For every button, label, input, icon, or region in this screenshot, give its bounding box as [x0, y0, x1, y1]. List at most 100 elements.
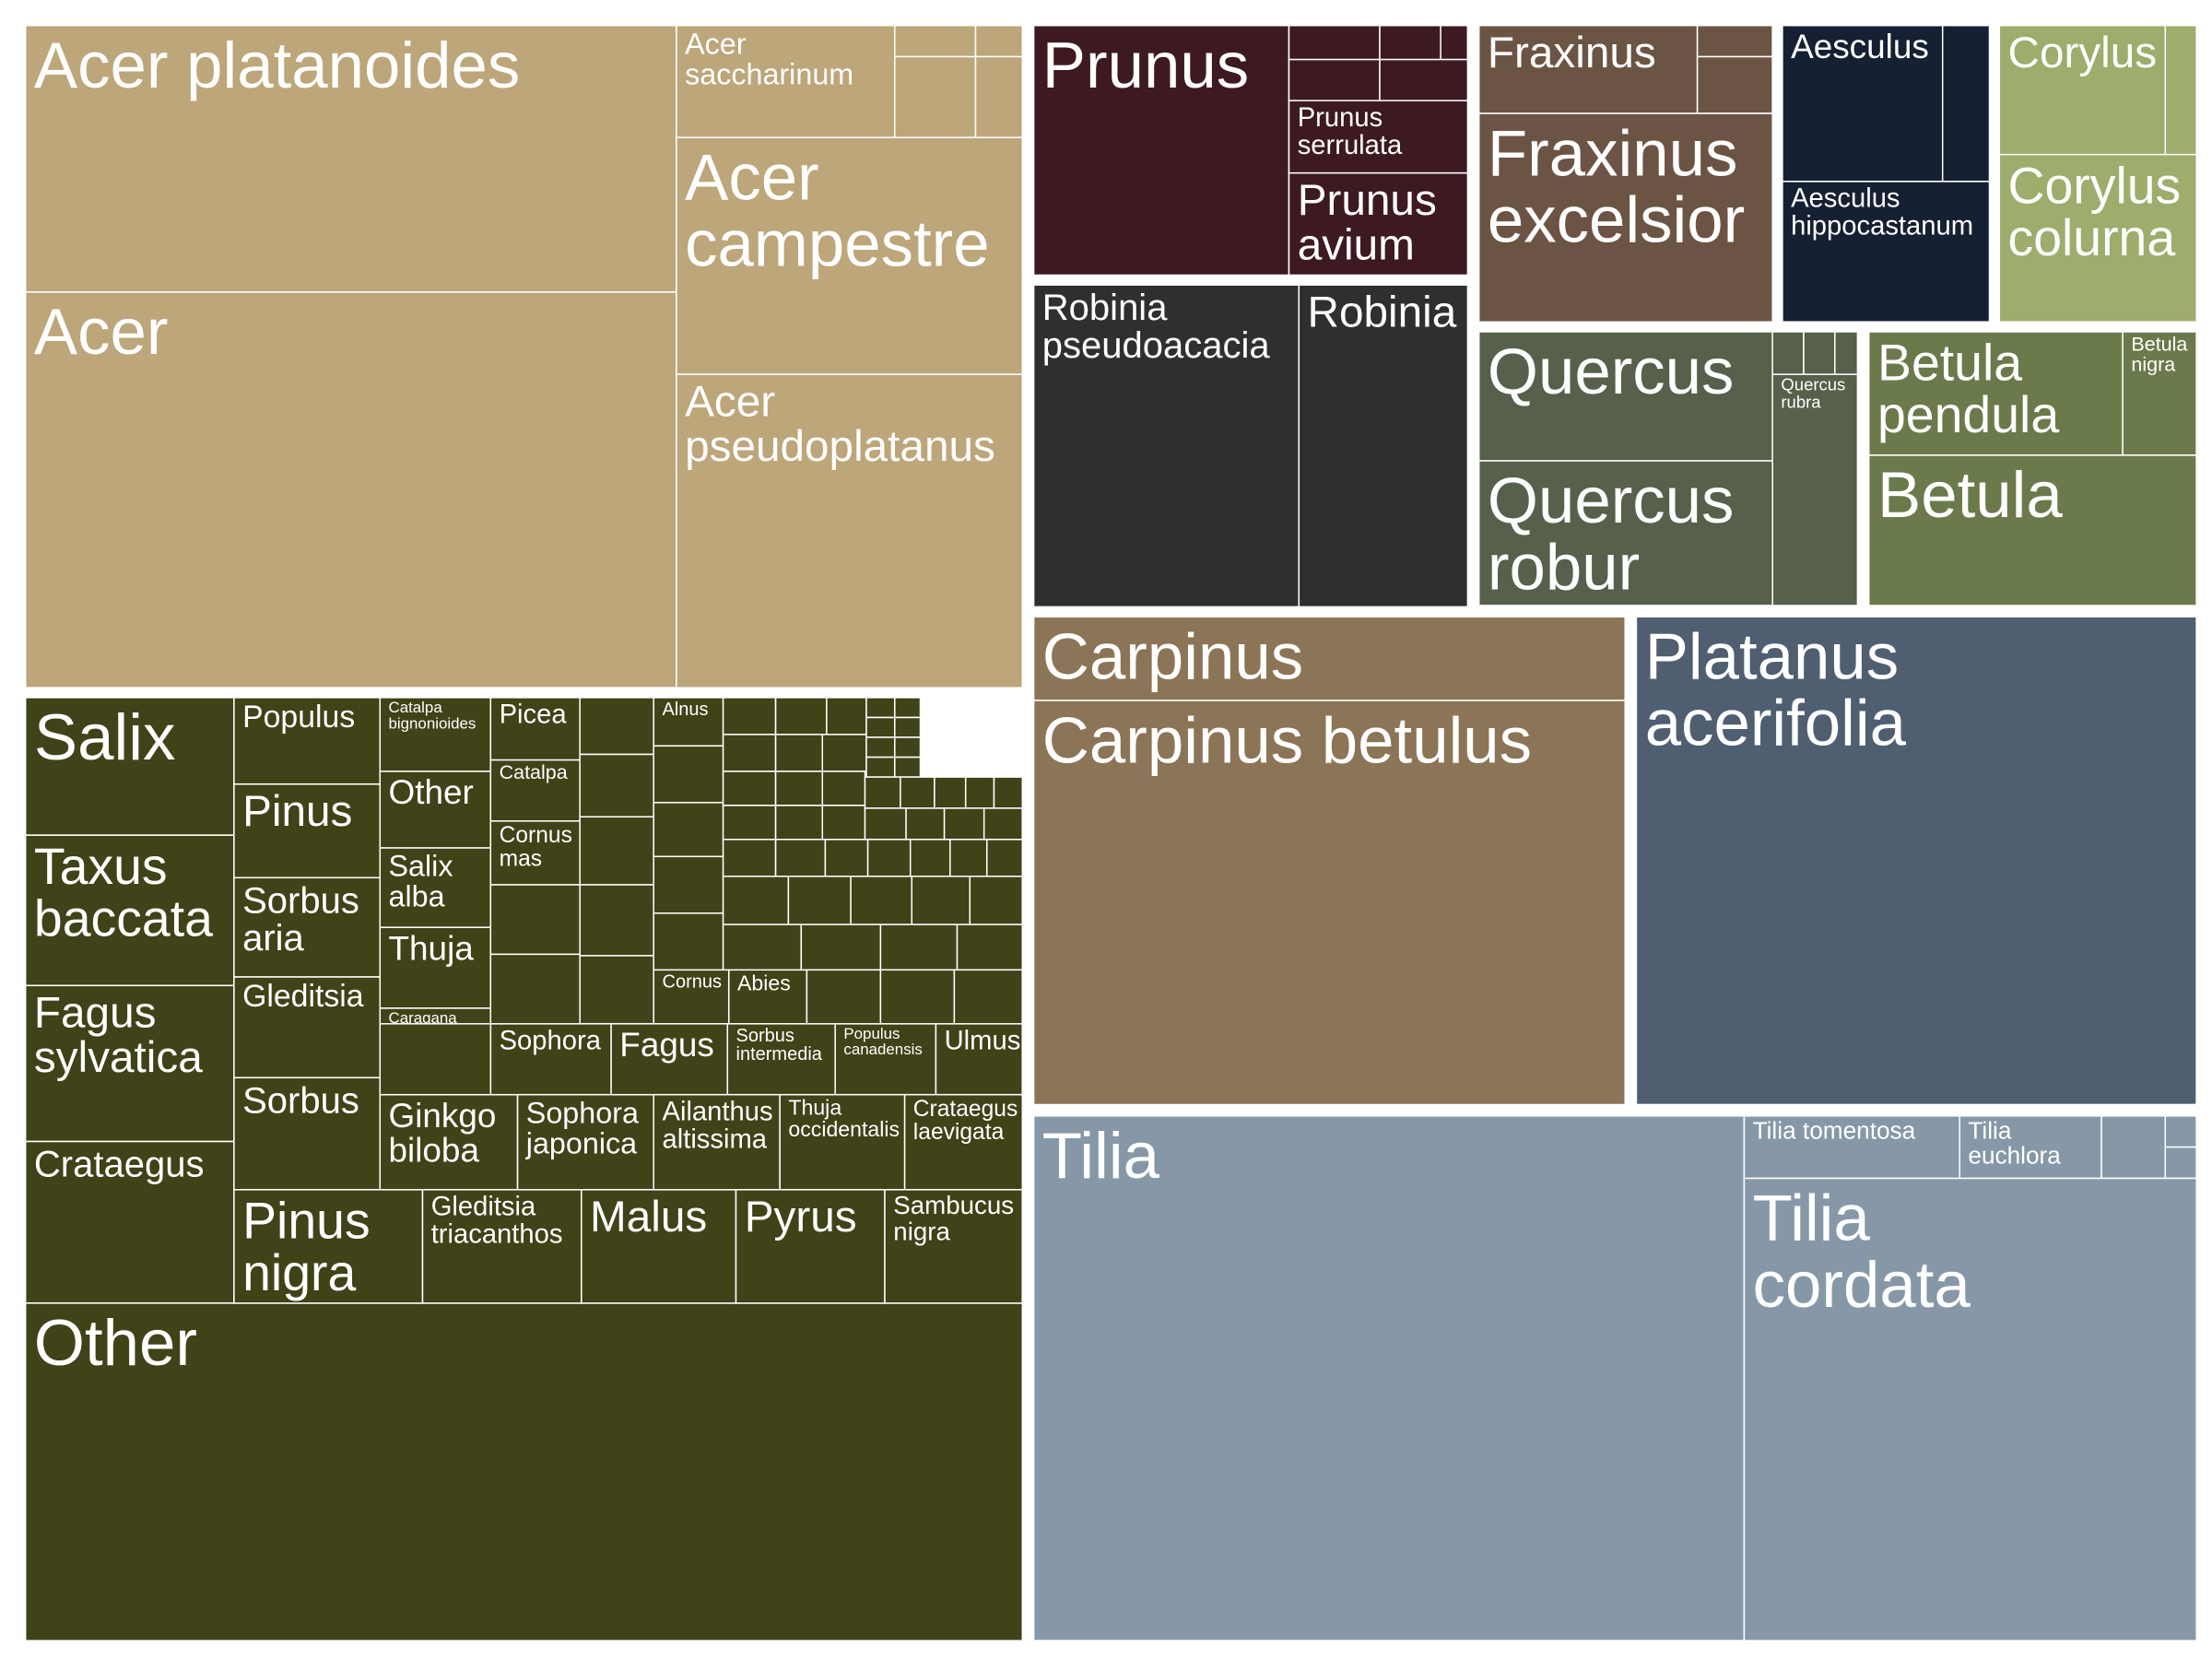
label-prunus: Prunus: [1042, 29, 1249, 102]
label-acer-pseudoplatanus: Acer pseudoplatanus: [685, 378, 995, 472]
cell-quercus-unlabeled: [1834, 331, 1859, 375]
label-betula-pendula: Betula pendula: [1877, 335, 2059, 444]
cell-other-unlabeled: [879, 969, 956, 1025]
cell-other-unlabeled: [865, 716, 896, 738]
cell-other-unlabeled: [866, 839, 912, 877]
cell-other-unlabeled: [953, 969, 1023, 1025]
cell-other-unlabeled: [894, 756, 922, 778]
cell-prunus-avium: [1288, 171, 1469, 276]
cell-aesculus-hippocastanum: [1782, 181, 1991, 323]
cell-sophora-japonica: [516, 1093, 655, 1191]
cell-fagus: [610, 1023, 729, 1096]
label-betula: Betula: [1877, 459, 2063, 532]
label-acer: Acer: [34, 296, 169, 369]
label-carpinus: Carpinus: [1042, 621, 1303, 694]
label-salix-alba: Salix alba: [389, 850, 453, 913]
cell-other-unlabeled: [865, 697, 896, 719]
label-pinus: Pinus: [242, 787, 352, 836]
label-other: Other: [389, 773, 474, 811]
label-abies: Abies: [737, 971, 791, 994]
label-crataegus: Crataegus: [34, 1145, 205, 1185]
cell-other-unlabeled: [964, 776, 995, 809]
cell-other-unlabeled: [826, 697, 867, 735]
cell-fraxinus-excelsior: [1477, 112, 1773, 324]
label-pyrus: Pyrus: [745, 1193, 857, 1241]
cell-populus: [233, 697, 382, 785]
cell-other-unlabeled: [821, 734, 867, 772]
cell-sambucus-nigra: [884, 1189, 1023, 1304]
cell-sorbus-intermedia: [726, 1023, 836, 1096]
cell-other-unlabeled: [982, 807, 1023, 841]
cell-other-unlabeled: [993, 776, 1024, 809]
label-platanus-acerifolia: Platanus acerifolia: [1645, 621, 1907, 760]
cell-acer-unlabeled: [974, 55, 1024, 138]
cell-other-unlabeled: [774, 839, 827, 877]
cell-thuja-occidentalis: [779, 1093, 906, 1191]
cell-other: [24, 1302, 1024, 1641]
cell-other-unlabeled: [579, 697, 654, 756]
cell-acer-unlabeled: [974, 24, 1024, 58]
label-populus: Populus: [242, 700, 355, 735]
label-acer-campestre: Acer campestre: [685, 142, 990, 281]
label-picea: Picea: [500, 700, 568, 730]
label-ailanthus-altissima: Ailanthus altissima: [663, 1098, 773, 1155]
cell-acer: [24, 291, 677, 688]
label-corylus: Corylus: [2008, 29, 2158, 77]
group-carpinus: Carpinus Carpinus betulus: [1032, 616, 1626, 1106]
cell-other-unlabeled: [722, 876, 790, 925]
cell-thuja: [379, 926, 492, 1009]
cell-tilia-cordata: [1743, 1177, 2197, 1641]
cell-other-unlabeled: [879, 924, 959, 971]
label-robinia: Robinia: [1308, 288, 1457, 337]
label-tilia-cordata: Tilia cordata: [1753, 1182, 1971, 1322]
group-platanus: Platanus acerifolia: [1635, 616, 2197, 1106]
label-thuja-occidentalis: Thuja occidentalis: [788, 1096, 900, 1142]
cell-robinia-pseudoacacia: [1032, 284, 1300, 608]
label-sorbus-intermedia: Sorbus intermedia: [736, 1026, 823, 1065]
label-sophora: Sophora: [500, 1027, 602, 1056]
label-fagus: Fagus: [619, 1026, 714, 1064]
cell-quercus-robur: [1477, 460, 1773, 606]
cell-other-unlabeled: [894, 697, 922, 719]
group-fraxinus: Fraxinus Fraxinus excelsior: [1477, 24, 1773, 324]
label-catalpa-bignonioides: Catalpa bignonioides: [389, 699, 477, 732]
cell-ulmus: [935, 1023, 1023, 1096]
cell-other-unlabeled: [787, 876, 852, 925]
label-carpinus-betulus: Carpinus betulus: [1042, 704, 1532, 777]
label-sorbus-aria: Sorbus aria: [242, 880, 359, 959]
group-quercus: Quercus Quercus rubra Quercus robur: [1477, 331, 1859, 606]
cell-acer-pseudoplatanus: [676, 373, 1024, 688]
cell-other-unlabeled: [774, 734, 824, 772]
cell-acer-platanoides: [24, 24, 677, 293]
cell-other-unlabeled: [653, 802, 724, 858]
cell-tilia-tomentosa: [1743, 1115, 1961, 1180]
cell-salix-alba: [379, 847, 492, 928]
cell-picea: [489, 697, 581, 761]
label-quercus: Quercus: [1488, 335, 1735, 408]
cell-pinus-nigra: [233, 1189, 424, 1304]
cell-betula: [1867, 454, 2197, 606]
cell-other-unlabeled: [722, 697, 777, 735]
label-quercus-rubra: Quercus rubra: [1781, 375, 1845, 412]
label-sambucus-nigra: Sambucus nigra: [893, 1191, 1014, 1245]
cell-other-unlabeled: [579, 816, 654, 886]
cell-betula-nigra: [2122, 331, 2197, 456]
cell-ginkgo-biloba: [379, 1093, 519, 1191]
cell-quercus-rubra: [1771, 373, 1859, 606]
cell-other-unlabeled: [722, 734, 777, 772]
group-robinia: Robinia pseudoacacia Robinia: [1032, 284, 1469, 608]
group-acer: Acer platanoides Acer Acer saccharinum Acer c…: [24, 24, 1024, 688]
label-malus: Malus: [590, 1193, 707, 1241]
cell-other-unlabeled: [934, 776, 967, 809]
cell-other-unlabeled: [653, 745, 724, 804]
label-acer-platanoides: Acer platanoides: [34, 29, 520, 102]
group-prunus: Prunus Prunus serrulata Prunus avium: [1032, 24, 1469, 276]
cell-prunus-unlabeled: [1288, 24, 1381, 61]
cell-catalpa-bignonioides: [379, 697, 492, 772]
label-cornus-mas: Cornus mas: [500, 823, 572, 871]
cell-other-unlabeled: [579, 884, 654, 957]
cell-other-unlabeled: [774, 771, 824, 806]
cell-acer-unlabeled: [894, 24, 977, 58]
cell-prunus-serrulata: [1288, 100, 1469, 174]
